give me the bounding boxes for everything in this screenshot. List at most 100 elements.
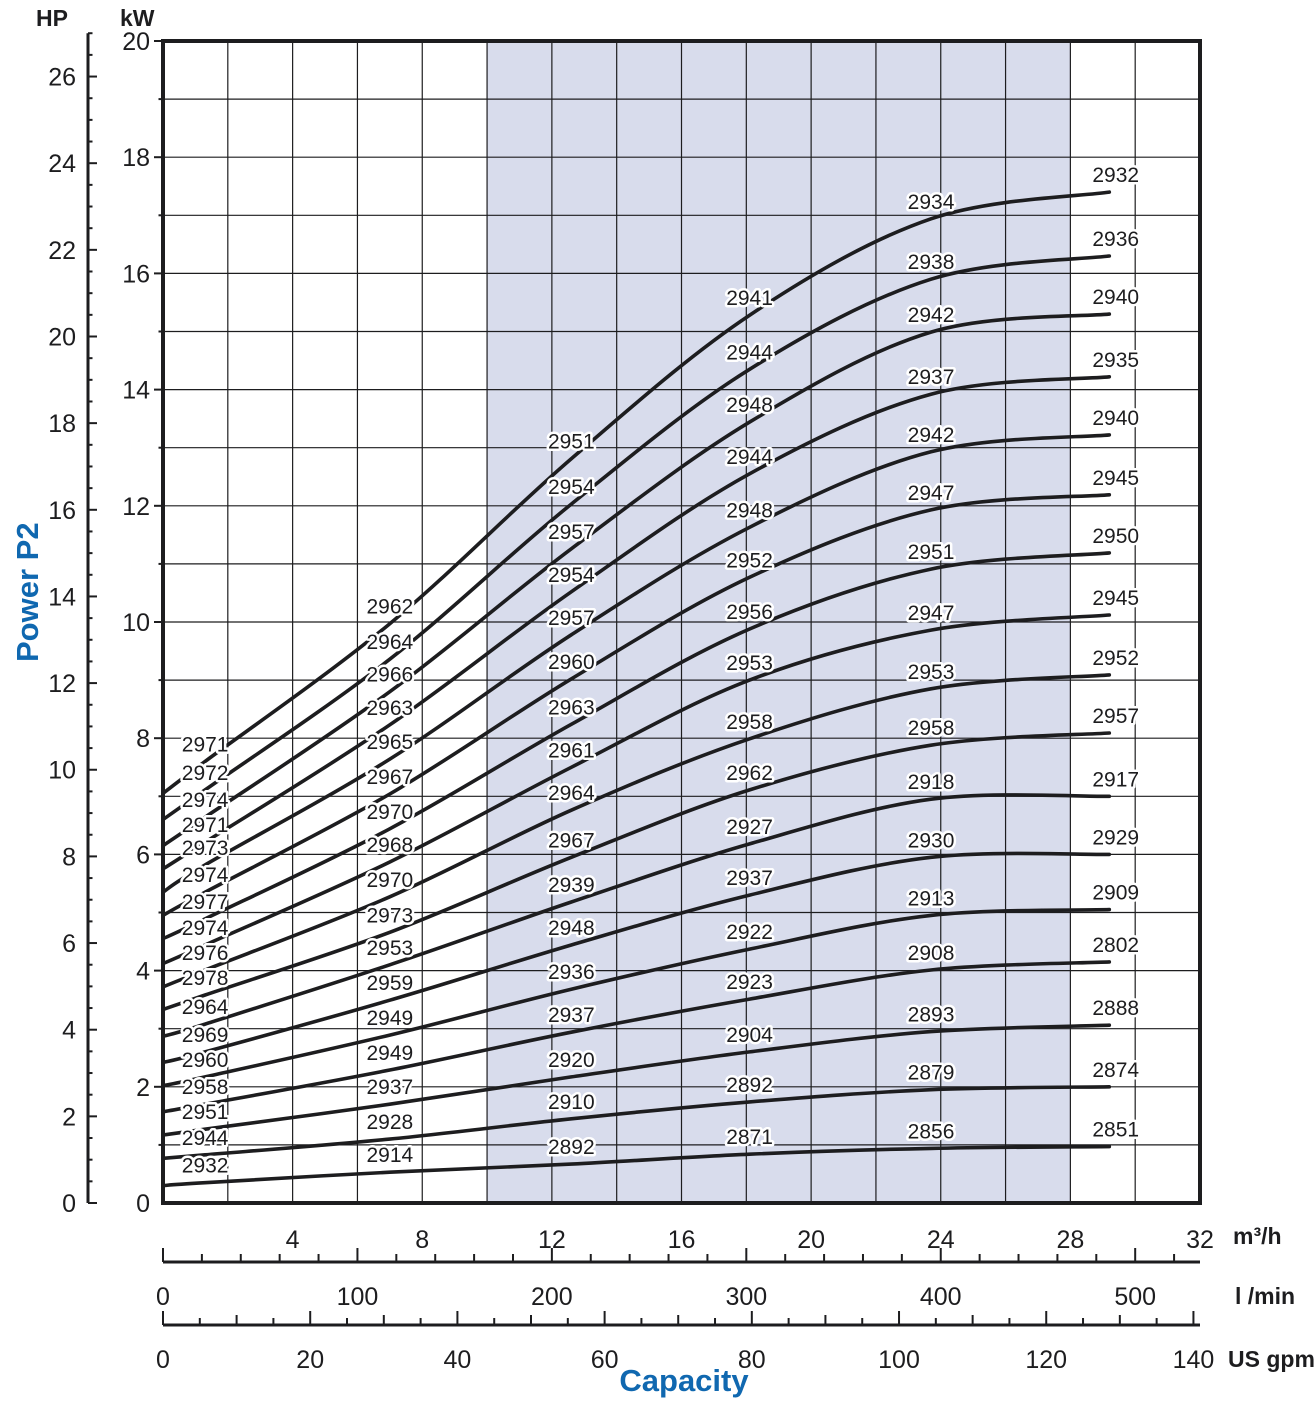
kw-tick-label: 0: [136, 1190, 150, 1218]
usgpm-tick-label: 40: [444, 1346, 472, 1374]
m3h-tick-label: 4: [286, 1226, 300, 1254]
curve-label: 2951: [182, 1101, 229, 1124]
power-curve: [161, 673, 1112, 989]
curve-label: 2953: [366, 937, 413, 960]
curve-label: 2892: [726, 1074, 773, 1097]
lmin-tick-label: 400: [920, 1283, 962, 1311]
curve-label: 2904: [726, 1024, 773, 1047]
kw-tick-label: 2: [136, 1074, 150, 1102]
curve-label: 2974: [182, 864, 229, 887]
power-curve: [161, 375, 1112, 871]
curve-label: 2954: [548, 564, 595, 587]
usgpm-tick-label: 80: [738, 1346, 766, 1374]
curve-label: 2937: [366, 1076, 413, 1099]
hp-tick-label: 6: [62, 930, 76, 958]
curve-label: 2957: [548, 521, 595, 544]
kw-axis-title: kW: [120, 5, 155, 31]
curve-label: 2957: [1092, 705, 1139, 728]
curve-label: 2954: [548, 476, 595, 499]
usgpm-tick-label: 20: [296, 1346, 324, 1374]
curve-label: 2976: [182, 942, 229, 965]
curve-label: 2914: [366, 1144, 413, 1167]
curve-label: 2913: [908, 887, 955, 910]
curve-label: 2970: [366, 869, 413, 892]
kw-tick-label: 10: [122, 609, 150, 637]
usgpm-tick-label: 140: [1173, 1346, 1215, 1374]
lmin-tick-label: 500: [1114, 1283, 1156, 1311]
power-curve: [161, 433, 1112, 894]
lmin-tick-label: 0: [156, 1283, 170, 1311]
curve-label: 2949: [366, 1042, 413, 1065]
hp-tick-label: 2: [62, 1103, 76, 1131]
curve-label: 2940: [1092, 407, 1139, 430]
curve-label: 2879: [908, 1062, 955, 1085]
curve-label: 2978: [182, 967, 229, 990]
curve-label: 2934: [908, 191, 955, 214]
curve-label: 2802: [1092, 934, 1139, 957]
curve-label: 2967: [366, 766, 413, 789]
curve-label: 2888: [1092, 997, 1139, 1020]
curve-label: 2974: [182, 917, 229, 940]
kw-tick-label: 4: [136, 958, 150, 986]
kw-tick-label: 12: [122, 493, 150, 521]
curve-label: 2957: [548, 607, 595, 630]
curve-label: 2972: [182, 762, 229, 785]
power-axis-label: Power P2: [10, 522, 45, 662]
hp-tick-label: 16: [48, 497, 76, 525]
curve-label: 2944: [726, 341, 773, 364]
power-curve: [161, 254, 1112, 822]
curve-label: 2973: [366, 904, 413, 927]
curve-label: 2963: [548, 696, 595, 719]
curve-label: 2940: [1092, 286, 1139, 309]
curve-label: 2871: [726, 1126, 773, 1149]
power-curve: [161, 1023, 1112, 1137]
curve-label: 2937: [908, 366, 955, 389]
hp-tick-label: 8: [62, 843, 76, 871]
curve-label: 2952: [1092, 647, 1139, 670]
curve-label: 2953: [726, 652, 773, 675]
curve-label: 2936: [1092, 228, 1139, 251]
hp-tick-label: 18: [48, 410, 76, 438]
curve-label: 2953: [908, 661, 955, 684]
curve-label: 2956: [726, 601, 773, 624]
capacity-axis-label: Capacity: [619, 1363, 749, 1398]
hp-tick-label: 24: [48, 150, 76, 178]
power-curve: [161, 731, 1112, 1012]
usgpm-unit-label: US gpm: [1228, 1346, 1314, 1372]
kw-tick-label: 20: [122, 28, 150, 56]
curve-label: 2909: [1092, 882, 1139, 905]
lmin-tick-label: 100: [337, 1283, 379, 1311]
curve-label: 2973: [182, 837, 229, 860]
curve-label: 2944: [726, 446, 773, 469]
usgpm-tick-label: 0: [156, 1346, 170, 1374]
power-curve: [161, 1144, 1112, 1188]
curve-label: 2892: [548, 1136, 595, 1159]
hp-tick-label: 10: [48, 757, 76, 785]
hp-tick-label: 0: [62, 1190, 76, 1218]
kw-tick-label: 6: [136, 841, 150, 869]
m3h-tick-label: 28: [1056, 1226, 1084, 1254]
kw-tick-label: 14: [122, 377, 150, 405]
curve-label: 2952: [726, 549, 773, 572]
curve-label: 2974: [182, 789, 229, 812]
power-curve: [161, 793, 1112, 1039]
curve-label: 2930: [908, 829, 955, 852]
curve-label: 2958: [726, 711, 773, 734]
curve-label: 2939: [548, 874, 595, 897]
power-curve: [161, 613, 1112, 966]
kw-tick-label: 18: [122, 144, 150, 172]
power-curve: [161, 907, 1112, 1088]
power-curve: [161, 551, 1112, 941]
curve-label: 2942: [908, 424, 955, 447]
lmin-tick-label: 300: [725, 1283, 767, 1311]
curve-label: 2932: [1092, 164, 1139, 187]
curve-label: 2951: [548, 431, 595, 454]
curve-label: 2971: [182, 814, 229, 837]
curve-label: 2959: [366, 972, 413, 995]
curve-label: 2964: [366, 631, 413, 654]
curve-label: 2937: [548, 1004, 595, 1027]
power-curve: [161, 493, 1112, 918]
usgpm-tick-label: 60: [591, 1346, 619, 1374]
curve-label: 2944: [182, 1127, 229, 1150]
curve-label: 2923: [726, 971, 773, 994]
